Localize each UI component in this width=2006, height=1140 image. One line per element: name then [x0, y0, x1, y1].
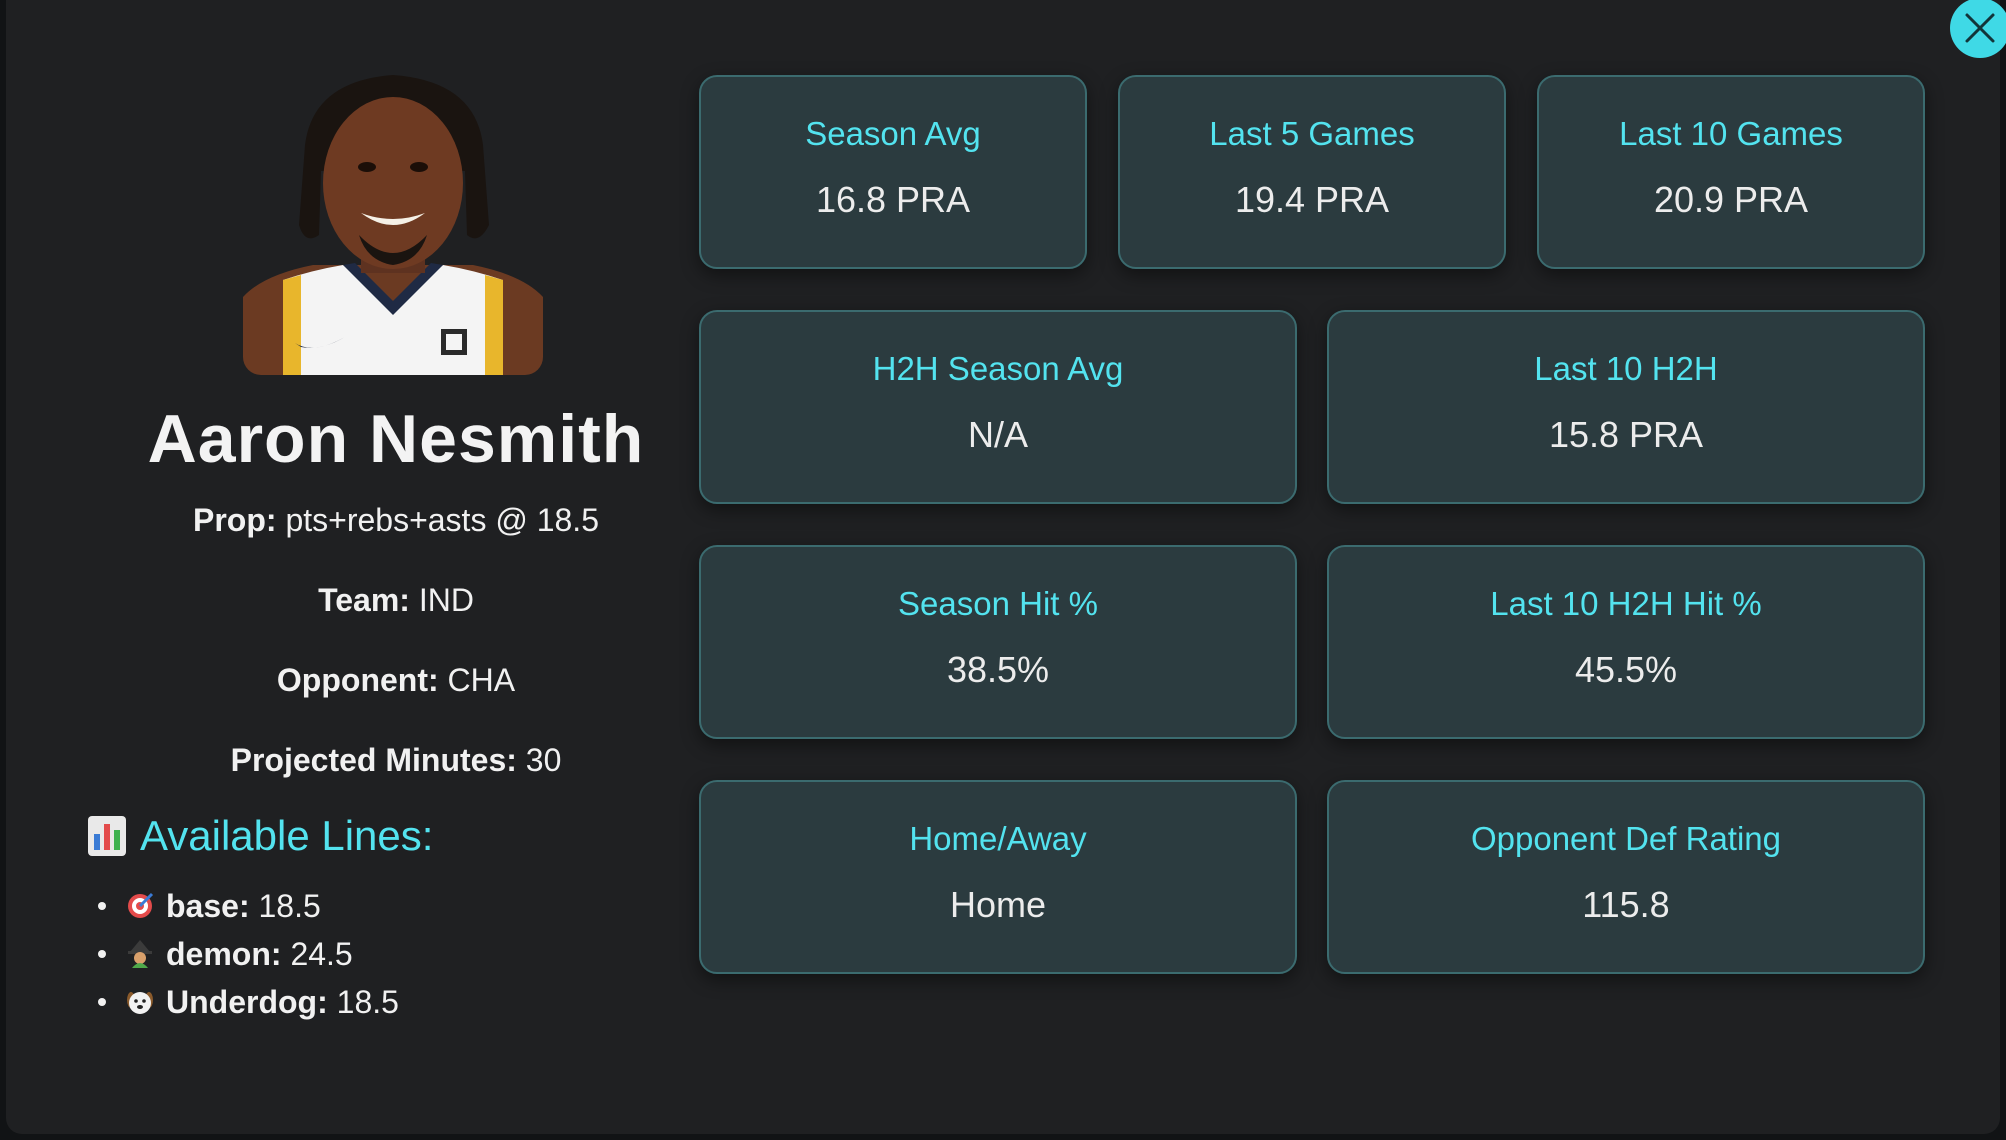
bullet [98, 998, 106, 1006]
dog-icon [126, 988, 154, 1016]
target-icon [126, 892, 154, 920]
stat-card-label: Last 5 Games [1209, 115, 1415, 152]
stat-card-last-10-h2h: Last 10 H2H 15.8 PRA [1327, 310, 1925, 504]
bullet [98, 950, 106, 958]
prop-value: pts+rebs+asts @ 18.5 [285, 502, 599, 538]
stat-card-value: 15.8 PRA [1548, 414, 1704, 455]
opponent-line: Opponent: CHA [6, 662, 786, 699]
prop-line: Prop: pts+rebs+asts @ 18.5 [6, 502, 786, 539]
opponent-label: Opponent: [276, 662, 439, 698]
stat-card-label: Last 10 H2H Hit % [1490, 585, 1762, 622]
stat-card-value: 38.5% [946, 649, 1050, 690]
bullet [98, 902, 106, 910]
stat-card-label: Opponent Def Rating [1470, 820, 1782, 857]
team-line: Team: IND [6, 582, 786, 619]
bar-chart-icon [88, 816, 126, 856]
available-lines-list: base: 18.5 demon: 24.5 [98, 882, 399, 1026]
player-detail-modal: Aaron Nesmith Prop: pts+rebs+asts @ 18.5… [6, 0, 2006, 1134]
stat-card-value: 19.4 PRA [1234, 179, 1390, 220]
projected-minutes-line: Projected Minutes: 30 [6, 742, 786, 779]
stat-card-value: Home [949, 884, 1047, 925]
available-lines-title: Available Lines: [140, 812, 434, 859]
stat-card-season-avg: Season Avg 16.8 PRA [699, 75, 1087, 269]
stat-card-label: Home/Away [909, 820, 1087, 857]
stat-card-last-5-games: Last 5 Games 19.4 PRA [1118, 75, 1506, 269]
projected-minutes-value: 30 [525, 742, 562, 778]
opponent-value: CHA [447, 662, 516, 698]
stat-card-label: Season Avg [805, 115, 981, 152]
stat-card-last-10-games: Last 10 Games 20.9 PRA [1537, 75, 1925, 269]
stat-card-label: Last 10 Games [1619, 115, 1843, 152]
team-label: Team: [318, 582, 410, 618]
stat-card-last-10-h2h-hit-pct: Last 10 H2H Hit % 45.5% [1327, 545, 1925, 739]
line-value: 18.5 [258, 887, 321, 924]
stat-card-opponent-def-rating: Opponent Def Rating 115.8 [1327, 780, 1925, 974]
line-item-underdog: Underdog: 18.5 [98, 978, 399, 1026]
line-name: demon: [166, 935, 282, 972]
line-item-demon: demon: 24.5 [98, 930, 399, 978]
stat-card-season-hit-pct: Season Hit % 38.5% [699, 545, 1297, 739]
stat-card-home-away: Home/Away Home [699, 780, 1297, 974]
close-icon [1965, 13, 1995, 43]
stat-card-value: 115.8 [1582, 884, 1670, 925]
stat-card-label: H2H Season Avg [872, 350, 1124, 387]
close-button[interactable] [1950, 0, 2006, 58]
stat-card-value: 20.9 PRA [1653, 179, 1809, 220]
line-value: 24.5 [290, 935, 353, 972]
available-lines-heading: Available Lines: [88, 812, 433, 860]
stat-card-value: 16.8 PRA [815, 179, 971, 220]
player-name: Aaron Nesmith [147, 401, 645, 477]
stat-card-value: 45.5% [1574, 649, 1678, 690]
line-name: Underdog: [166, 983, 328, 1020]
player-info-panel: Aaron Nesmith Prop: pts+rebs+asts @ 18.5… [6, 0, 786, 1134]
player-headshot [243, 75, 543, 375]
stat-card-h2h-season-avg: H2H Season Avg N/A [699, 310, 1297, 504]
prop-label: Prop: [193, 502, 277, 538]
stat-card-label: Season Hit % [898, 585, 1098, 622]
stat-card-value: N/A [967, 414, 1028, 455]
line-value: 18.5 [336, 983, 399, 1020]
team-value: IND [418, 582, 474, 618]
projected-minutes-label: Projected Minutes: [230, 742, 517, 778]
stat-card-label: Last 10 H2H [1534, 350, 1718, 387]
line-name: base: [166, 887, 250, 924]
witch-icon [126, 940, 154, 968]
line-item-base: base: 18.5 [98, 882, 399, 930]
